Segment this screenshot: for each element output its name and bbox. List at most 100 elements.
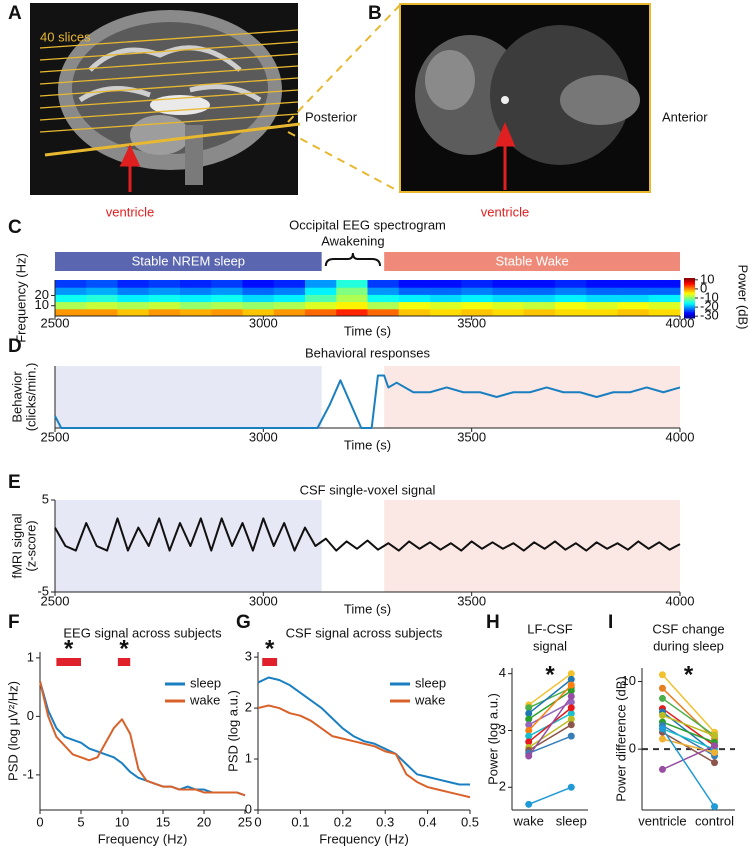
x-tick-label: ventricle <box>638 813 686 828</box>
x-tick-label: 3500 <box>457 593 486 608</box>
point <box>658 684 666 692</box>
heatmap-cell <box>117 287 150 295</box>
heatmap-cell <box>273 280 306 288</box>
heatmap-cell <box>617 301 650 310</box>
heatmap-cell <box>148 294 181 303</box>
heatmap-cell <box>461 280 493 288</box>
shaded-region <box>384 366 680 428</box>
x-tick-label: 15 <box>156 814 170 829</box>
heatmap-cell <box>305 308 337 317</box>
y-tick-label: 10 <box>622 673 636 688</box>
y-axis-label: Power (log a.u.) <box>485 693 500 785</box>
panel-letter: D <box>8 336 22 357</box>
colorbar <box>684 283 695 286</box>
x-tick-label: 20 <box>197 814 211 829</box>
heatmap-cell <box>555 301 587 310</box>
heatmap-cell <box>211 308 243 317</box>
x-tick-label: sleep <box>556 813 587 828</box>
colorbar-tick-label: -20 <box>700 299 719 314</box>
heatmap-cell <box>336 294 368 303</box>
significance-marker: * <box>545 661 555 688</box>
heatmap-cell <box>492 280 525 288</box>
y-tick-label: 0 <box>245 801 252 816</box>
state-label: Stable NREM sleep <box>132 253 245 268</box>
mri-axial <box>399 3 651 193</box>
point <box>567 732 575 740</box>
pair-line <box>528 786 572 806</box>
point <box>711 749 719 757</box>
heatmap-cell <box>492 308 525 317</box>
colorbar <box>684 303 695 306</box>
x-tick-label: 0.1 <box>291 814 309 829</box>
point <box>658 694 666 702</box>
heatmap-cell <box>148 308 181 317</box>
significance-marker: * <box>64 635 74 662</box>
pair-line <box>662 721 715 744</box>
pair-line <box>662 731 715 764</box>
heatmap-cell <box>492 294 525 303</box>
heatmap-cell <box>242 280 275 288</box>
colorbar-tick-label: -10 <box>700 289 719 304</box>
significance-bar <box>117 658 131 666</box>
heatmap-cell <box>211 301 243 310</box>
panel-letter: A <box>8 3 22 24</box>
y-axis-label: fMRI signal <box>9 513 24 578</box>
heatmap-cell <box>86 308 118 317</box>
x-tick-label: 3500 <box>457 315 486 330</box>
heatmap-cell <box>586 308 618 317</box>
legend-label: wake <box>414 692 445 707</box>
chart-title: signal <box>533 638 567 653</box>
heatmap-cell <box>586 301 618 310</box>
heatmap-cell <box>86 280 118 288</box>
heatmap-cell <box>648 287 681 295</box>
heatmap-cell <box>86 301 118 310</box>
x-tick-label: 0.2 <box>334 814 352 829</box>
colorbar <box>684 278 695 281</box>
colorbar <box>684 288 695 291</box>
series-line <box>257 676 470 786</box>
point <box>525 726 533 734</box>
heatmap-cell <box>305 280 337 288</box>
x-tick-label: 10 <box>115 814 129 829</box>
heatmap-cell <box>336 280 368 288</box>
point <box>711 803 719 811</box>
shaded-region <box>55 366 322 428</box>
y-tick-label: -5 <box>37 583 49 598</box>
state-bar <box>384 252 680 271</box>
heatmap-cell <box>367 308 400 317</box>
state-label: Stable Wake <box>495 253 568 268</box>
state-bar <box>55 252 322 271</box>
heatmap-cell <box>117 308 150 317</box>
chart-title: Behavioral responses <box>305 345 431 360</box>
heatmap-cell <box>305 287 337 295</box>
heatmap-cell <box>523 280 556 288</box>
x-tick-label: wake <box>513 813 544 828</box>
heatmap-cell <box>398 294 431 303</box>
heatmap-cell <box>461 301 493 310</box>
heatmap-cell <box>586 287 618 295</box>
x-tick-label: 4000 <box>666 315 695 330</box>
colorbar-label: Power (dB) <box>736 264 750 329</box>
x-axis-label: Frequency (Hz) <box>319 831 409 846</box>
heatmap-cell <box>523 287 556 295</box>
x-axis-label: Frequency (Hz) <box>98 831 188 846</box>
pair-line <box>528 695 572 757</box>
colorbar <box>684 306 695 309</box>
pair-line <box>528 678 572 715</box>
pair-line <box>528 690 572 720</box>
pair-line <box>528 673 572 706</box>
heatmap-cell <box>180 280 212 288</box>
orientation-label: Posterior <box>305 109 358 124</box>
x-tick-label: 3000 <box>249 429 278 444</box>
heatmap-cell <box>648 294 681 303</box>
panel-letter: I <box>608 612 613 633</box>
heatmap-cell <box>273 287 306 295</box>
heatmap-cell <box>461 308 493 317</box>
pair-line <box>662 714 715 737</box>
colorbar <box>684 296 695 299</box>
point <box>567 698 575 706</box>
heatmap-cell <box>367 287 400 295</box>
significance-bar <box>262 658 278 666</box>
heatmap-cell <box>398 308 431 317</box>
heatmap-cell <box>273 294 306 303</box>
